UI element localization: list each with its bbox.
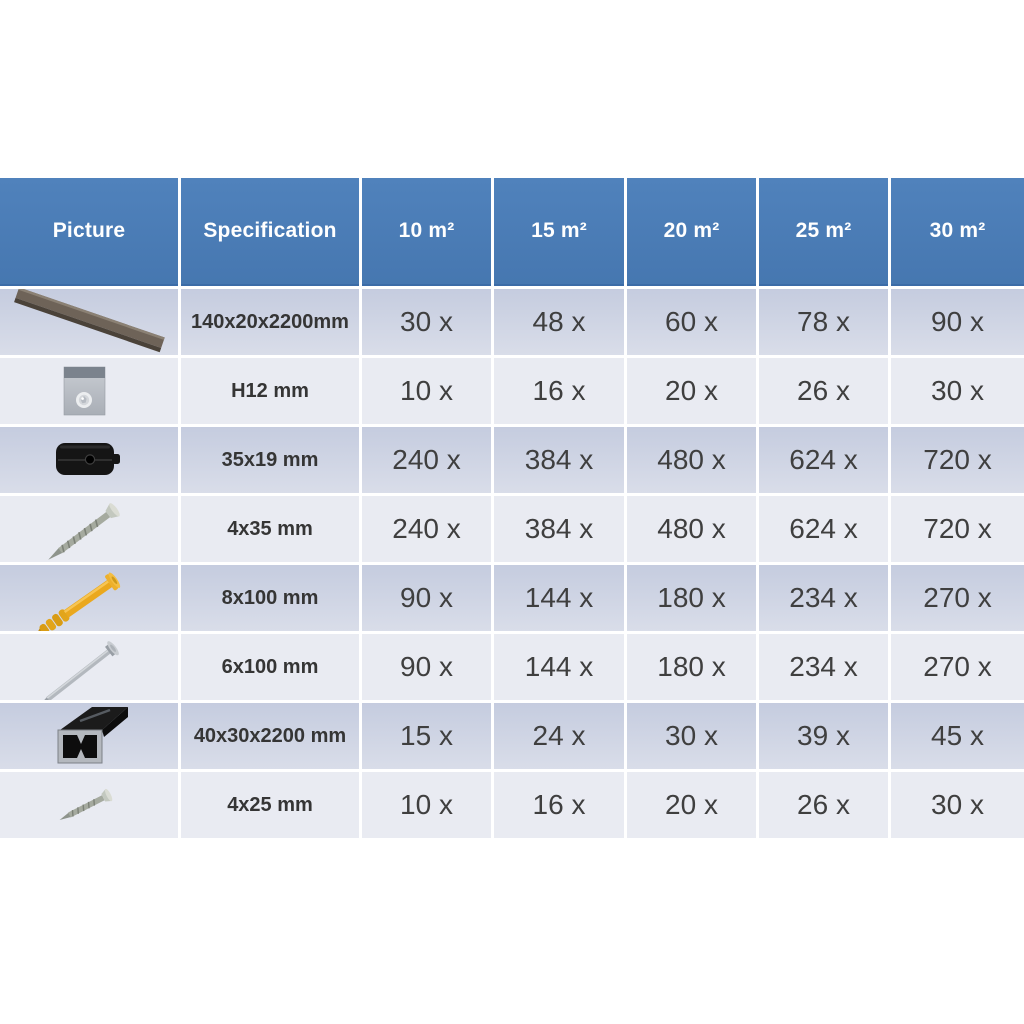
qty-value: 384 x [494, 496, 624, 562]
spec-value: 4x35 mm [181, 496, 359, 562]
qty-value: 624 x [759, 496, 888, 562]
hammer-fixing-plug-icon [35, 572, 121, 631]
spec-value: 8x100 mm [181, 565, 359, 631]
spec-value: 40x30x2200 mm [181, 703, 359, 769]
qty-value: 30 x [362, 289, 491, 355]
column-header-specification: Specification [181, 178, 359, 286]
qty-value: 384 x [494, 427, 624, 493]
spec-value: 4x25 mm [181, 772, 359, 838]
column-header-10m2: 10 m² [362, 178, 491, 286]
spec-value: 6x100 mm [181, 634, 359, 700]
fixing-clip-icon [56, 443, 120, 475]
hammer-fixing-plug-image [0, 565, 178, 631]
qty-value: 720 x [891, 427, 1024, 493]
qty-value: 30 x [891, 772, 1024, 838]
decking-board-icon [14, 289, 165, 353]
column-header-30m2: 30 m² [891, 178, 1024, 286]
qty-value: 270 x [891, 634, 1024, 700]
qty-value: 480 x [627, 496, 756, 562]
mounting-bracket-image [0, 358, 178, 424]
column-header-25m2: 25 m² [759, 178, 888, 286]
qty-value: 270 x [891, 565, 1024, 631]
spec-value: 35x19 mm [181, 427, 359, 493]
qty-value: 624 x [759, 427, 888, 493]
qty-value: 144 x [494, 634, 624, 700]
spec-value: H12 mm [181, 358, 359, 424]
qty-value: 16 x [494, 358, 624, 424]
joist-profile-icon [57, 707, 128, 764]
qty-value: 15 x [362, 703, 491, 769]
column-header-20m2: 20 m² [627, 178, 756, 286]
qty-value: 234 x [759, 565, 888, 631]
column-header-picture: Picture [0, 178, 178, 286]
qty-value: 26 x [759, 358, 888, 424]
qty-value: 180 x [627, 634, 756, 700]
qty-value: 20 x [627, 358, 756, 424]
fixing-clip-image [0, 427, 178, 493]
qty-value: 45 x [891, 703, 1024, 769]
qty-value: 240 x [362, 496, 491, 562]
qty-value: 39 x [759, 703, 888, 769]
qty-value: 10 x [362, 772, 491, 838]
small-screw-image [0, 772, 178, 838]
mounting-bracket-icon [63, 366, 106, 416]
qty-value: 144 x [494, 565, 624, 631]
joist-profile-image [0, 703, 178, 769]
qty-value: 10 x [362, 358, 491, 424]
qty-value: 90 x [891, 289, 1024, 355]
long-screw-image [0, 634, 178, 700]
decking-screw-image [0, 496, 178, 562]
qty-value: 60 x [627, 289, 756, 355]
qty-value: 16 x [494, 772, 624, 838]
spec-table: Picture Specification 10 m² 15 m² 20 m² … [0, 178, 1024, 838]
qty-value: 26 x [759, 772, 888, 838]
long-screw-icon [39, 641, 119, 700]
decking-screw-icon [48, 503, 120, 560]
column-header-15m2: 15 m² [494, 178, 624, 286]
qty-value: 78 x [759, 289, 888, 355]
qty-value: 480 x [627, 427, 756, 493]
small-screw-icon [59, 788, 113, 820]
qty-value: 24 x [494, 703, 624, 769]
qty-value: 90 x [362, 565, 491, 631]
qty-value: 234 x [759, 634, 888, 700]
qty-value: 30 x [627, 703, 756, 769]
spec-value: 140x20x2200mm [181, 289, 359, 355]
qty-value: 90 x [362, 634, 491, 700]
qty-value: 48 x [494, 289, 624, 355]
qty-value: 180 x [627, 565, 756, 631]
qty-value: 720 x [891, 496, 1024, 562]
decking-board-image [0, 289, 178, 355]
qty-value: 240 x [362, 427, 491, 493]
qty-value: 30 x [891, 358, 1024, 424]
qty-value: 20 x [627, 772, 756, 838]
